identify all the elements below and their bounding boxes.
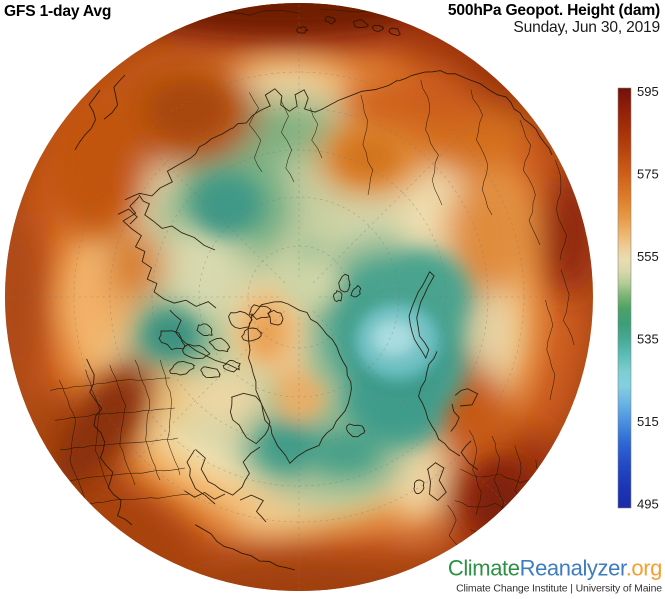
svg-text:495: 495 (637, 497, 659, 512)
svg-text:595: 595 (637, 84, 659, 99)
svg-text:535: 535 (637, 332, 659, 347)
svg-text:ClimateReanalyzer.org: ClimateReanalyzer.org (448, 556, 662, 581)
svg-text:GFS 1-day Avg: GFS 1-day Avg (4, 3, 111, 20)
svg-text:515: 515 (637, 414, 659, 429)
svg-text:500hPa Geopot. Height (dam): 500hPa Geopot. Height (dam) (448, 2, 660, 19)
svg-text:Sunday, Jun 30, 2019: Sunday, Jun 30, 2019 (513, 19, 660, 36)
svg-text:575: 575 (637, 167, 659, 182)
svg-text:555: 555 (637, 249, 659, 264)
svg-text:Climate Change Institute | Uni: Climate Change Institute | University of… (456, 583, 662, 595)
